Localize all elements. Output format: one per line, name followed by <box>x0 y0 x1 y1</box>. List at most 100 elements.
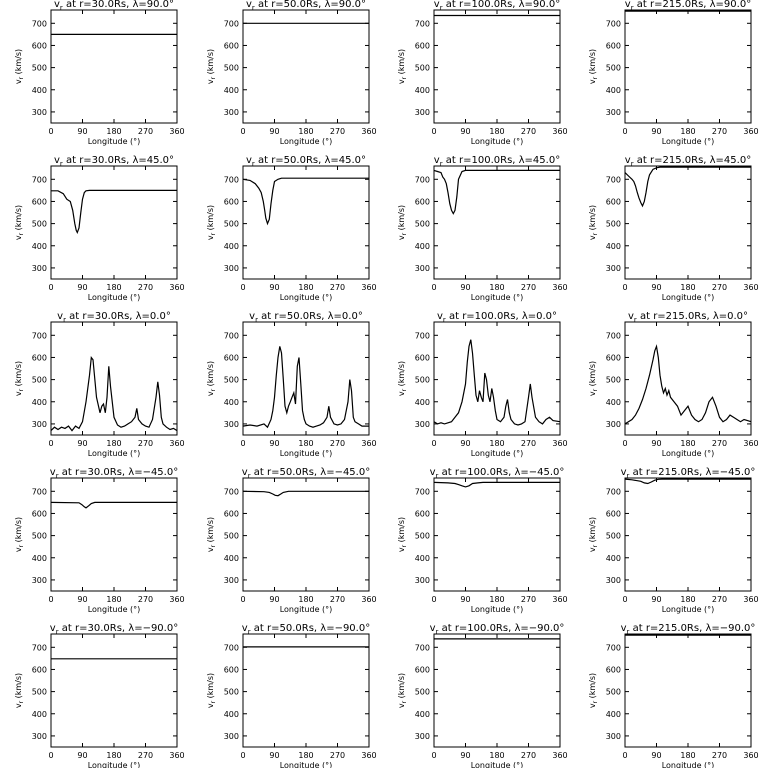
y-tick-label: 400 <box>224 242 239 251</box>
x-tick-label: 360 <box>552 751 567 760</box>
x-tick-label: 360 <box>361 127 376 136</box>
x-tick-label: 180 <box>680 439 695 448</box>
panel-title: vr at r=50.0Rs, λ=−90.0° <box>242 623 370 636</box>
panel-title: vr at r=100.0Rs, λ=90.0° <box>434 0 560 12</box>
panel-title: vr at r=30.0Rs, λ=−45.0° <box>50 467 178 480</box>
x-tick-label: 90 <box>460 127 470 136</box>
y-tick-label: 600 <box>32 41 47 50</box>
x-axis-label: Longitude (°) <box>662 449 715 458</box>
plot-frame <box>433 477 561 592</box>
plot-frame <box>433 633 561 748</box>
panel-title: vr at r=215.0Rs, λ=90.0° <box>625 0 751 12</box>
x-tick-label: 360 <box>743 127 758 136</box>
series-line <box>242 177 369 226</box>
x-tick-label: 270 <box>138 751 153 760</box>
y-axis-label: vr (km/s) <box>397 361 408 396</box>
x-axis-label: Longitude (°) <box>662 137 715 146</box>
plot-frame <box>624 321 752 436</box>
x-tick-label: 270 <box>138 283 153 292</box>
x-tick-label: 270 <box>330 595 345 604</box>
plot-frame <box>50 9 178 124</box>
x-axis-label: Longitude (°) <box>280 761 333 768</box>
y-tick-label: 500 <box>224 220 239 229</box>
panel-title: vr at r=50.0Rs, λ=−45.0° <box>242 467 370 480</box>
y-tick-label: 400 <box>32 398 47 407</box>
y-tick-label: 400 <box>224 554 239 563</box>
y-tick-label: 600 <box>415 197 430 206</box>
x-tick-label: 360 <box>169 127 184 136</box>
y-tick-label: 500 <box>415 64 430 73</box>
y-tick-label: 700 <box>415 331 430 340</box>
y-tick-label: 600 <box>224 353 239 362</box>
x-tick-label: 360 <box>169 751 184 760</box>
x-tick-label: 0 <box>240 595 245 604</box>
x-tick-label: 0 <box>431 751 436 760</box>
y-tick-label: 400 <box>606 242 621 251</box>
y-tick-label: 300 <box>415 732 430 741</box>
x-axis-label: Longitude (°) <box>471 605 524 614</box>
y-tick-label: 600 <box>606 41 621 50</box>
y-tick-label: 500 <box>606 64 621 73</box>
x-tick-label: 0 <box>431 127 436 136</box>
x-tick-label: 90 <box>269 127 279 136</box>
x-tick-label: 0 <box>622 595 627 604</box>
x-tick-label: 0 <box>48 127 53 136</box>
y-tick-label: 600 <box>32 665 47 674</box>
x-tick-label: 90 <box>651 283 661 292</box>
x-axis-label: Longitude (°) <box>662 761 715 768</box>
y-tick-label: 500 <box>606 688 621 697</box>
panel-title: vr at r=30.0Rs, λ=0.0° <box>57 311 171 324</box>
y-tick-label: 500 <box>224 532 239 541</box>
x-tick-label: 270 <box>712 751 727 760</box>
y-tick-label: 500 <box>224 64 239 73</box>
y-tick-label: 700 <box>606 487 621 496</box>
x-tick-label: 90 <box>269 439 279 448</box>
y-tick-label: 700 <box>415 19 430 28</box>
x-tick-label: 360 <box>361 283 376 292</box>
plot-frame <box>242 165 370 280</box>
y-tick-label: 500 <box>32 688 47 697</box>
x-tick-label: 360 <box>361 751 376 760</box>
x-tick-label: 360 <box>552 439 567 448</box>
panel-title: vr at r=100.0Rs, λ=−90.0° <box>430 623 565 636</box>
y-axis-label: vr (km/s) <box>397 673 408 708</box>
y-tick-label: 300 <box>32 732 47 741</box>
y-tick-label: 300 <box>606 264 621 273</box>
series-line <box>433 481 560 488</box>
y-axis-label: vr (km/s) <box>588 673 599 708</box>
x-tick-label: 180 <box>298 751 313 760</box>
series-line <box>433 339 561 426</box>
x-tick-label: 90 <box>77 439 87 448</box>
x-axis-label: Longitude (°) <box>88 449 141 458</box>
x-tick-label: 360 <box>169 439 184 448</box>
series-line <box>624 478 751 485</box>
x-axis-label: Longitude (°) <box>88 137 141 146</box>
panel-title: vr at r=215.0Rs, λ=0.0° <box>628 311 748 324</box>
x-tick-label: 270 <box>712 283 727 292</box>
y-tick-label: 600 <box>606 197 621 206</box>
y-axis-label: vr (km/s) <box>14 361 25 396</box>
x-tick-label: 270 <box>521 127 536 136</box>
y-axis-label: vr (km/s) <box>206 205 217 240</box>
y-tick-label: 700 <box>32 175 47 184</box>
y-tick-label: 400 <box>606 554 621 563</box>
x-tick-label: 180 <box>680 751 695 760</box>
y-tick-label: 500 <box>32 532 47 541</box>
plot-frame <box>242 477 370 592</box>
x-tick-label: 180 <box>489 283 504 292</box>
series-line <box>624 344 752 425</box>
y-tick-label: 500 <box>606 532 621 541</box>
y-tick-label: 300 <box>224 264 239 273</box>
y-tick-label: 600 <box>415 665 430 674</box>
y-tick-label: 500 <box>415 376 430 385</box>
plot-frame <box>433 165 561 280</box>
x-tick-label: 180 <box>298 595 313 604</box>
x-tick-label: 90 <box>460 439 470 448</box>
x-tick-label: 180 <box>106 439 121 448</box>
y-tick-label: 600 <box>415 353 430 362</box>
x-tick-label: 0 <box>622 283 627 292</box>
y-tick-label: 500 <box>606 376 621 385</box>
y-tick-label: 400 <box>32 86 47 95</box>
plot-frame <box>433 9 561 124</box>
